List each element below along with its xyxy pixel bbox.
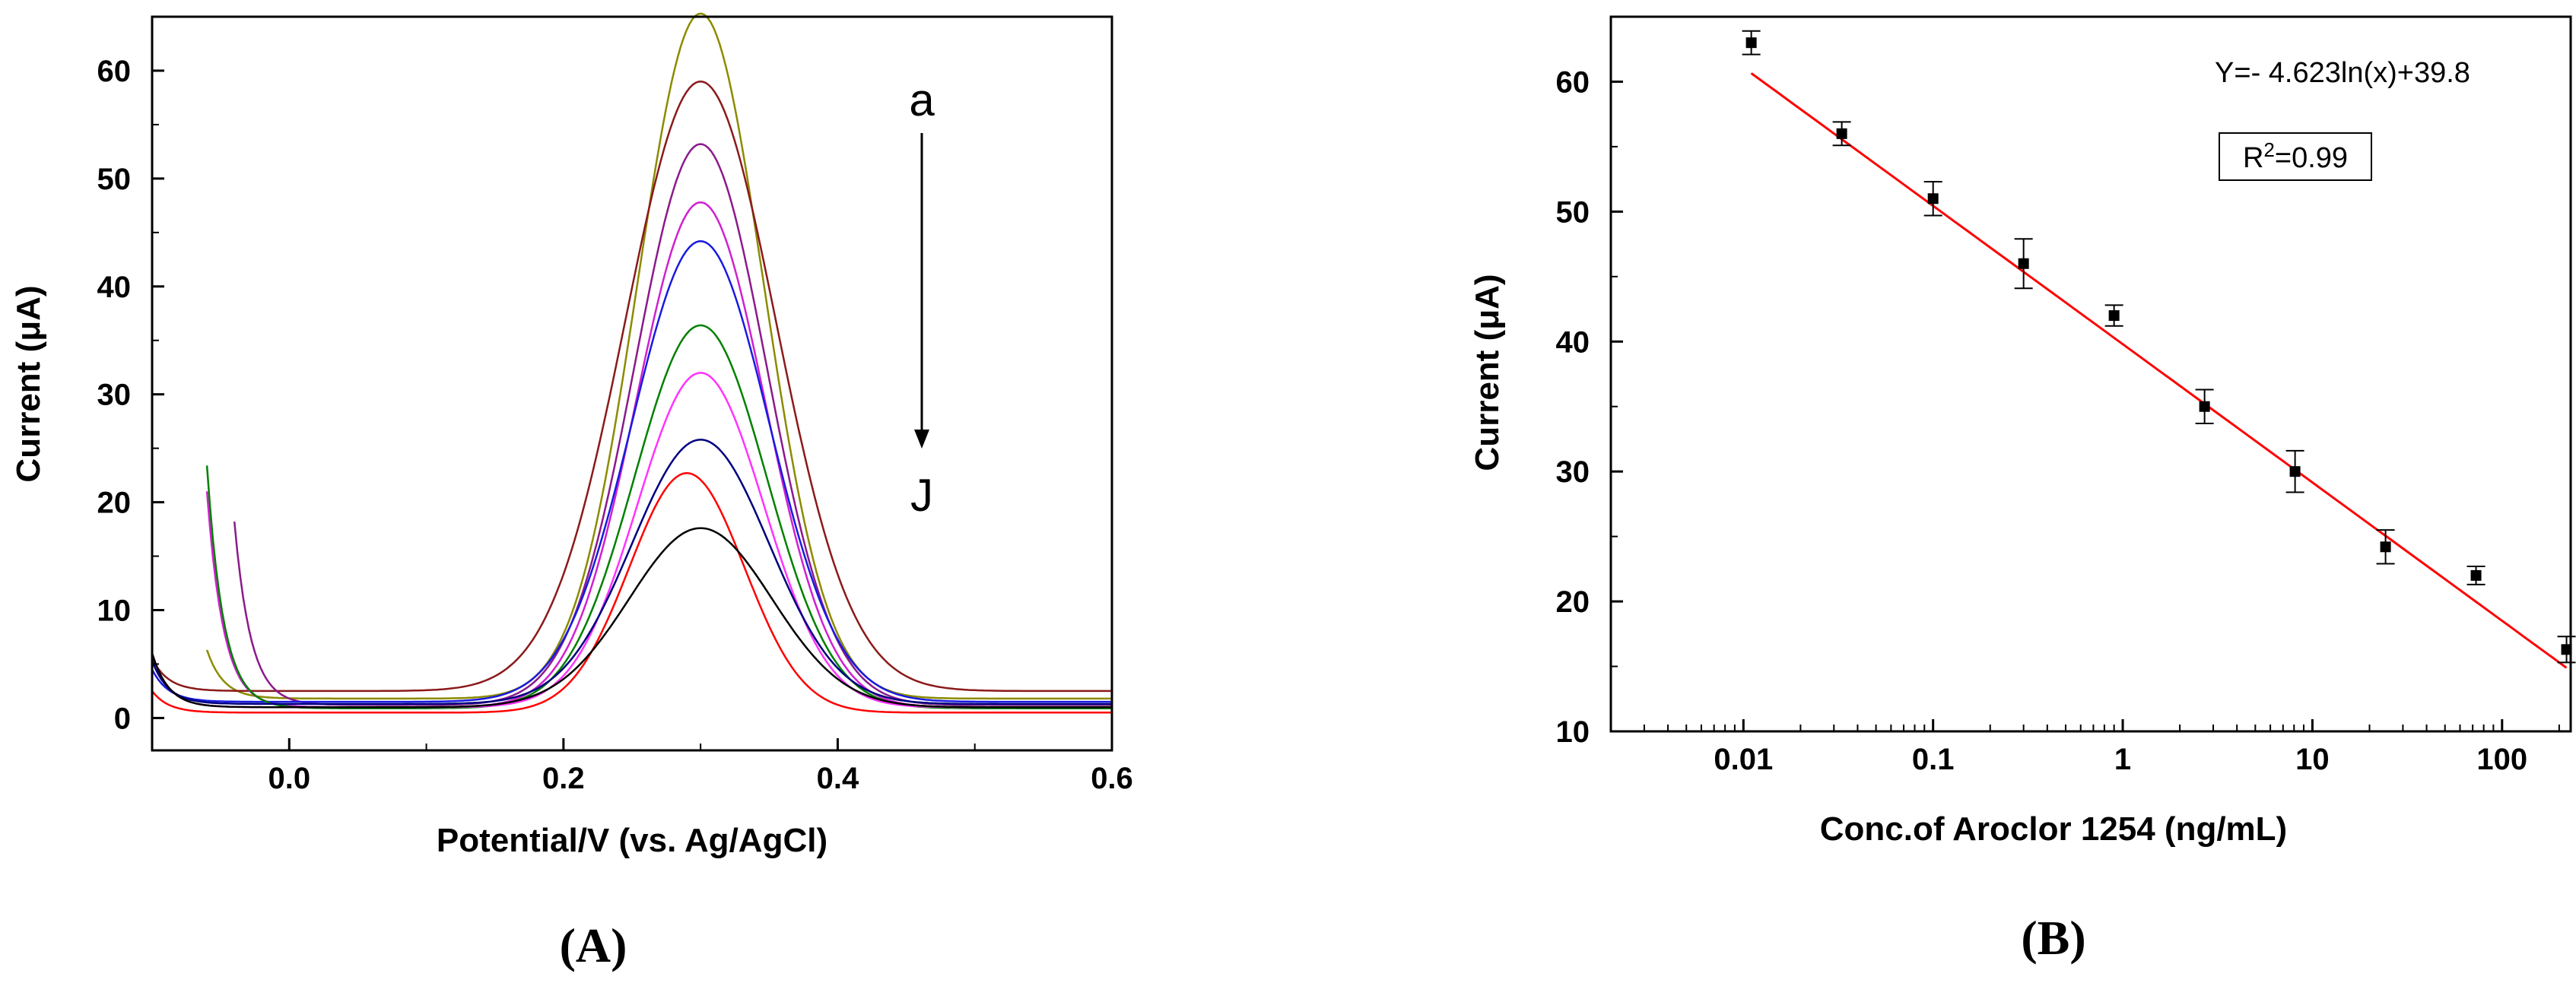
panel-b-x-axis-label: Conc.of Aroclor 1254 (ng/mL) xyxy=(1820,810,2287,848)
panel-a-y-axis-label: Current (μA) xyxy=(10,285,47,482)
voltammogram-curve-i xyxy=(151,472,1112,714)
voltammogram-curve-c xyxy=(233,143,1112,706)
voltammogram-curve-a xyxy=(205,12,1112,700)
panel-a-x-axis-label: Potential/V (vs. Ag/AgCl) xyxy=(437,822,827,859)
panel-b-points xyxy=(1742,30,2576,664)
data-point xyxy=(2285,449,2304,493)
panel-b-chart: 0.01 0.1 1 10 100 10 20 30 40 50 60 Y=- 4.623ln(x)… xyxy=(1469,15,2576,965)
point-marker xyxy=(1836,128,1847,139)
y-tick-label: 40 xyxy=(1556,325,1590,359)
x-tick-label: 0.4 xyxy=(817,762,859,795)
x-tick-label: 0.1 xyxy=(1912,743,1955,776)
x-tick-label: 1 xyxy=(2114,743,2131,776)
data-point xyxy=(2557,636,2576,664)
panel-a-label: (A) xyxy=(560,918,627,972)
data-point xyxy=(1742,30,1761,55)
point-marker xyxy=(2561,644,2572,655)
panel-b-frame xyxy=(1609,15,2572,733)
panel-b-label: (B) xyxy=(2021,911,2085,965)
data-point xyxy=(1923,181,1942,217)
point-marker xyxy=(1927,193,1939,205)
point-marker xyxy=(2289,466,2301,477)
panel-a-curves xyxy=(151,12,1112,714)
voltammogram-curve-f xyxy=(205,324,1112,709)
y-tick-label: 60 xyxy=(97,55,132,88)
point-marker xyxy=(2470,569,2482,581)
x-tick-label: 0.2 xyxy=(542,762,585,795)
y-tick-label: 0 xyxy=(114,702,131,735)
point-marker xyxy=(2108,310,2120,322)
arrow-start-label: a xyxy=(909,75,935,125)
data-point xyxy=(2014,238,2033,290)
point-marker xyxy=(2380,541,2391,553)
panel-b-ticks: 0.01 0.1 1 10 100 10 20 30 40 50 60 xyxy=(1556,16,2560,776)
y-tick-label: 10 xyxy=(1556,715,1590,749)
data-point xyxy=(1832,121,1851,147)
data-point xyxy=(2195,388,2214,424)
x-tick-label: 0.0 xyxy=(268,762,310,795)
voltammogram-curve-d xyxy=(205,201,1112,709)
panel-a-ticks: 0.0 0.2 0.4 0.6 0 10 20 30 40 50 60 xyxy=(97,55,1133,795)
point-marker xyxy=(1745,37,1757,49)
panel-a-chart: 0.0 0.2 0.4 0.6 0 10 20 30 40 50 60 a J Potential/… xyxy=(10,12,1133,972)
voltammogram-curve-e xyxy=(151,240,1112,703)
x-tick-label: 0.01 xyxy=(1714,743,1773,776)
point-marker xyxy=(2018,258,2029,269)
x-tick-label: 0.6 xyxy=(1091,762,1133,795)
y-tick-label: 20 xyxy=(1556,585,1590,619)
fit-equation: Y=- 4.623ln(x)+39.8 xyxy=(2215,57,2470,89)
voltammogram-curve-h xyxy=(151,439,1112,706)
arrow-end-label: J xyxy=(910,470,933,521)
data-point xyxy=(2376,529,2395,565)
y-tick-label: 30 xyxy=(1556,455,1590,489)
x-tick-label: 100 xyxy=(2476,743,2527,776)
panel-b-y-axis-label: Current (μA) xyxy=(1469,274,1506,471)
arrow-head xyxy=(914,430,929,449)
x-tick-label: 10 xyxy=(2295,743,2330,776)
point-marker xyxy=(2199,401,2210,412)
y-tick-label: 20 xyxy=(97,487,132,520)
y-tick-label: 30 xyxy=(97,379,132,412)
r2-box xyxy=(2219,132,2372,181)
y-tick-label: 10 xyxy=(97,595,132,628)
y-tick-label: 40 xyxy=(97,271,132,304)
voltammogram-curve-b xyxy=(151,81,1112,693)
data-point xyxy=(2466,565,2485,585)
y-tick-label: 50 xyxy=(1556,195,1590,229)
r-squared-value: R2=0.99 xyxy=(2243,138,2348,174)
fit-line xyxy=(1750,72,2568,669)
panel-a-frame xyxy=(151,15,1113,752)
y-tick-label: 60 xyxy=(1556,65,1590,99)
y-tick-label: 50 xyxy=(97,163,132,196)
voltammogram-curve-J xyxy=(151,527,1112,709)
data-point xyxy=(2104,304,2123,327)
